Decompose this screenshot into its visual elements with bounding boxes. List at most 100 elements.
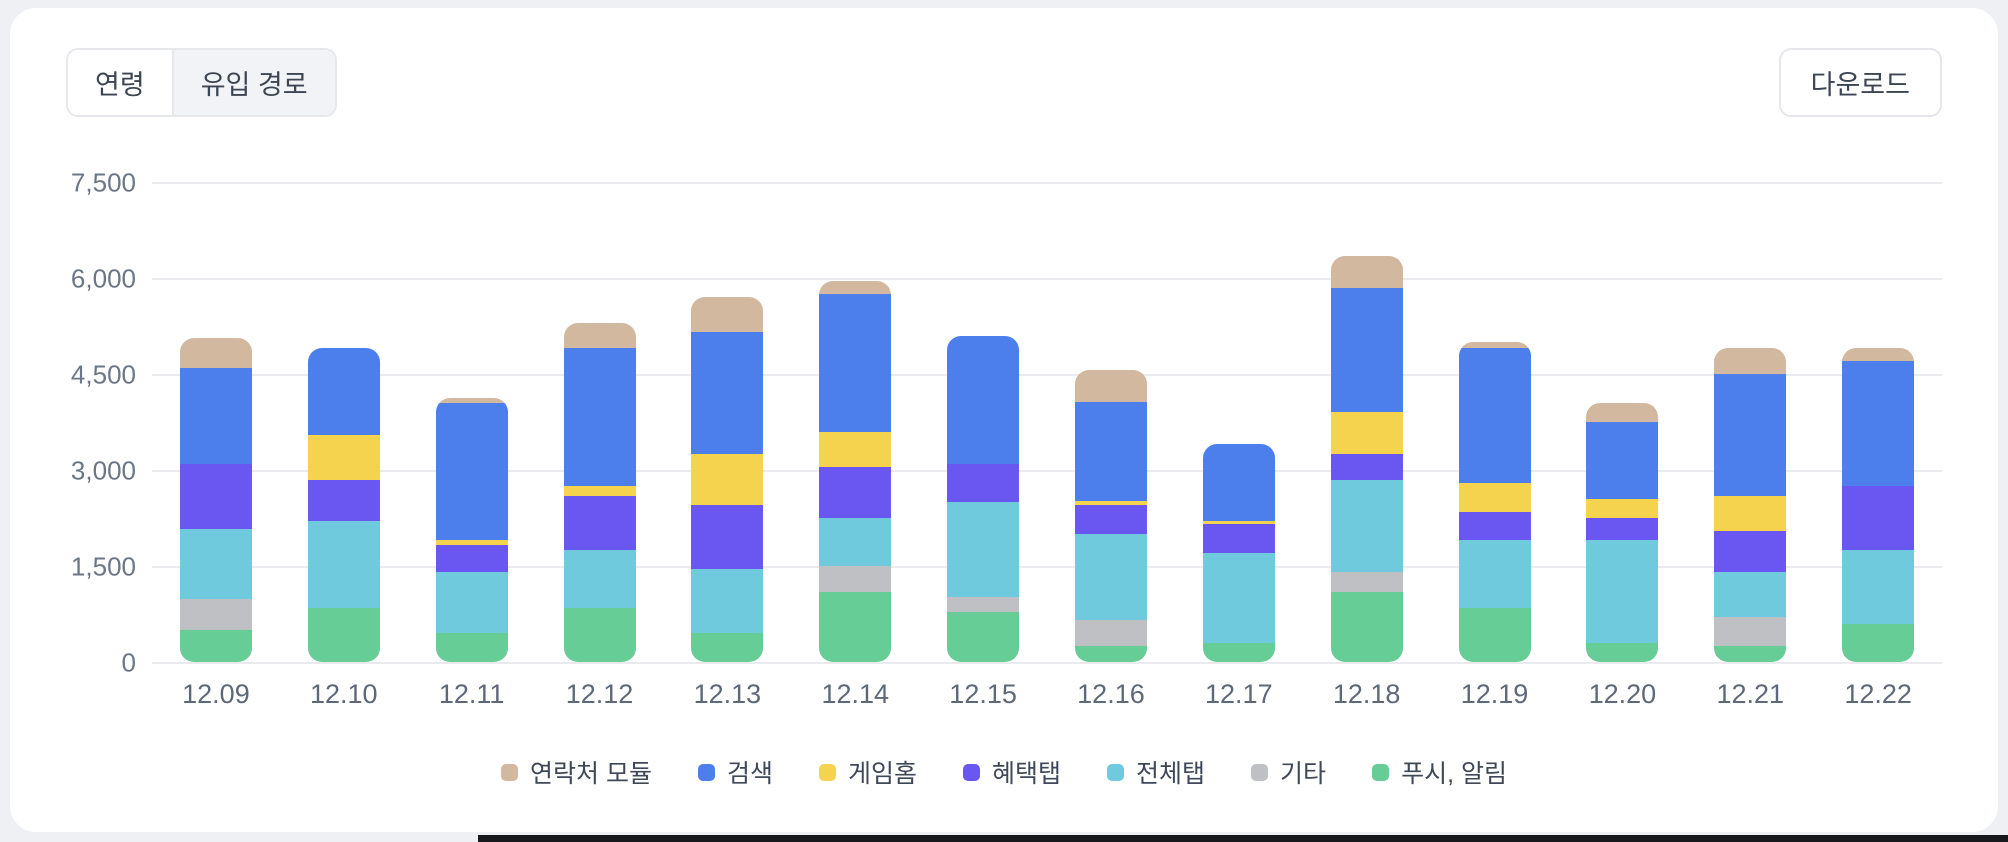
bar-segment[interactable]	[179, 338, 252, 369]
bar-segment[interactable]	[307, 479, 380, 522]
bar-segment[interactable]	[691, 569, 764, 634]
bar-segment[interactable]	[1842, 550, 1915, 624]
bar-segment[interactable]	[1458, 342, 1531, 349]
bar-segment[interactable]	[819, 566, 892, 592]
bar-segment[interactable]	[1330, 479, 1403, 573]
bar-segment[interactable]	[1202, 524, 1275, 554]
bar-segment[interactable]	[1074, 646, 1147, 662]
stacked-bar[interactable]	[1586, 402, 1659, 662]
bar-segment[interactable]	[1202, 444, 1275, 522]
legend-item[interactable]: 게임홈	[819, 754, 917, 790]
bar-segment[interactable]	[1330, 454, 1403, 480]
stacked-bar[interactable]	[1714, 348, 1787, 662]
bar-segment[interactable]	[1202, 521, 1275, 525]
bar-segment[interactable]	[563, 607, 636, 662]
bar-segment[interactable]	[947, 597, 1020, 613]
bar-segment[interactable]	[179, 630, 252, 662]
bar-segment[interactable]	[1074, 620, 1147, 646]
stacked-bar[interactable]	[1202, 444, 1275, 662]
bar-segment[interactable]	[435, 572, 508, 634]
tab-inflow-path[interactable]: 유입 경로	[171, 50, 335, 115]
stacked-bar[interactable]	[307, 348, 380, 662]
bar-segment[interactable]	[819, 294, 892, 432]
stacked-bar[interactable]	[179, 338, 252, 662]
legend-item[interactable]: 혜택탭	[963, 754, 1061, 790]
bar-segment[interactable]	[1586, 540, 1659, 643]
stacked-bar[interactable]	[1842, 348, 1915, 662]
bar-segment[interactable]	[691, 332, 764, 455]
bar-segment[interactable]	[179, 599, 252, 630]
bar-segment[interactable]	[1586, 422, 1659, 499]
bar-segment[interactable]	[819, 281, 892, 295]
bar-segment[interactable]	[1330, 255, 1403, 288]
bar-segment[interactable]	[1842, 486, 1915, 551]
bar-segment[interactable]	[1074, 401, 1147, 501]
bar-segment[interactable]	[947, 502, 1020, 598]
bar-segment[interactable]	[1330, 572, 1403, 592]
bar-segment[interactable]	[691, 297, 764, 333]
bar-segment[interactable]	[819, 431, 892, 467]
bar-segment[interactable]	[1714, 348, 1787, 375]
bar-segment[interactable]	[435, 633, 508, 662]
bar-segment[interactable]	[691, 505, 764, 570]
bar-segment[interactable]	[947, 612, 1020, 662]
bar-segment[interactable]	[179, 528, 252, 600]
bar-segment[interactable]	[1586, 642, 1659, 662]
stacked-bar[interactable]	[691, 297, 764, 662]
download-button[interactable]: 다운로드	[1778, 48, 1942, 117]
bar-segment[interactable]	[1074, 500, 1147, 506]
stacked-bar[interactable]	[819, 281, 892, 662]
bar-segment[interactable]	[1074, 534, 1147, 621]
bar-segment[interactable]	[563, 486, 636, 496]
bar-segment[interactable]	[307, 607, 380, 662]
bar-segment[interactable]	[307, 434, 380, 480]
bar-segment[interactable]	[1330, 287, 1403, 413]
stacked-bar[interactable]	[563, 322, 636, 662]
bar-segment[interactable]	[563, 550, 636, 608]
bar-segment[interactable]	[1714, 530, 1787, 573]
bar-segment[interactable]	[1714, 646, 1787, 662]
bar-segment[interactable]	[1714, 495, 1787, 531]
bar-segment[interactable]	[307, 348, 380, 435]
bar-segment[interactable]	[1586, 498, 1659, 519]
stacked-bar[interactable]	[1330, 255, 1403, 662]
stacked-bar[interactable]	[435, 398, 508, 662]
bar-segment[interactable]	[563, 348, 636, 487]
stacked-bar[interactable]	[1074, 369, 1147, 662]
tab-age[interactable]: 연령	[68, 50, 172, 115]
legend-item[interactable]: 검색	[697, 754, 773, 790]
bar-segment[interactable]	[1330, 412, 1403, 455]
bar-segment[interactable]	[1330, 591, 1403, 662]
bar-segment[interactable]	[1458, 607, 1531, 662]
bar-segment[interactable]	[819, 466, 892, 519]
bar-segment[interactable]	[1842, 348, 1915, 362]
bar-segment[interactable]	[1714, 617, 1787, 646]
bar-segment[interactable]	[819, 518, 892, 567]
legend-item[interactable]: 기타	[1251, 754, 1326, 790]
bar-segment[interactable]	[1458, 511, 1531, 541]
bar-segment[interactable]	[1074, 505, 1147, 535]
legend-item[interactable]: 푸시, 알림	[1372, 754, 1507, 790]
bar-segment[interactable]	[1458, 482, 1531, 512]
bar-segment[interactable]	[1074, 369, 1147, 402]
bar-segment[interactable]	[307, 521, 380, 608]
bar-segment[interactable]	[563, 495, 636, 551]
bar-segment[interactable]	[1842, 361, 1915, 487]
bar-segment[interactable]	[179, 368, 252, 465]
bar-segment[interactable]	[435, 544, 508, 573]
bar-segment[interactable]	[947, 335, 1020, 464]
bar-segment[interactable]	[691, 454, 764, 506]
bar-segment[interactable]	[435, 540, 508, 545]
bar-segment[interactable]	[435, 402, 508, 541]
legend-item[interactable]: 연락처 모듈	[501, 754, 652, 790]
stacked-bar[interactable]	[1458, 342, 1531, 662]
bar-segment[interactable]	[1842, 623, 1915, 662]
bar-segment[interactable]	[819, 591, 892, 662]
bar-segment[interactable]	[947, 463, 1020, 503]
bar-segment[interactable]	[1586, 402, 1659, 423]
bar-segment[interactable]	[1714, 374, 1787, 496]
bar-segment[interactable]	[1714, 572, 1787, 618]
stacked-bar[interactable]	[947, 335, 1020, 662]
bar-segment[interactable]	[1458, 540, 1531, 608]
bar-segment[interactable]	[1202, 642, 1275, 662]
